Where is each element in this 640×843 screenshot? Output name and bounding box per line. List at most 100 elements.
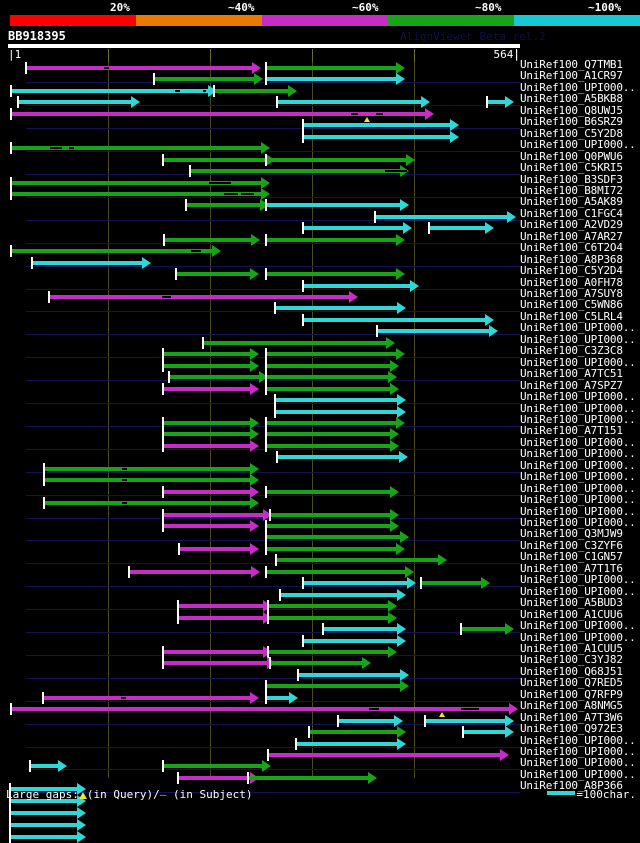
hit-label[interactable]: UniRef100_UPI000.. (520, 619, 636, 633)
hsp-bar[interactable] (162, 359, 259, 372)
hsp-bar[interactable] (302, 222, 412, 235)
hit-label[interactable]: UniRef100_UPI000.. (520, 481, 636, 495)
hsp-bar[interactable] (10, 245, 221, 258)
hit-label[interactable]: UniRef100_C5WN86 (520, 298, 623, 312)
hit-label[interactable]: UniRef100_C5KRI5 (520, 161, 623, 175)
hsp-bar[interactable] (128, 565, 260, 578)
hsp-bar[interactable] (42, 691, 259, 704)
hsp-bar[interactable] (178, 542, 259, 555)
hit-label[interactable]: UniRef100_A1CUU5 (520, 641, 623, 655)
hsp-bar[interactable] (10, 703, 518, 718)
hsp-bar[interactable] (486, 96, 514, 109)
hsp-bar[interactable] (48, 291, 358, 303)
hsp-bar[interactable] (43, 462, 259, 475)
hsp-bar[interactable] (374, 210, 516, 223)
hsp-bar[interactable] (265, 359, 399, 372)
hsp-bar[interactable] (276, 451, 408, 464)
hsp-bar[interactable] (267, 600, 397, 613)
hsp-bar[interactable] (275, 554, 447, 567)
hit-label[interactable]: UniRef100_UPI000.. (520, 447, 636, 461)
hit-label[interactable]: UniRef100_A1CR97 (520, 69, 623, 83)
hsp-bar[interactable] (9, 807, 86, 820)
hit-label[interactable]: UniRef100_Q7RED5 (520, 676, 623, 690)
hsp-bar[interactable] (265, 73, 405, 86)
hsp-bar[interactable] (29, 760, 67, 773)
hsp-bar[interactable] (9, 795, 86, 808)
hsp-bar[interactable] (322, 623, 406, 636)
hsp-bar[interactable] (308, 726, 406, 739)
hsp-bar[interactable] (177, 611, 272, 624)
hsp-bar[interactable] (297, 668, 409, 681)
hsp-bar[interactable] (10, 187, 270, 200)
hit-label[interactable]: UniRef100_Q0PWU6 (520, 149, 623, 163)
hit-label[interactable]: UniRef100_A7SUY8 (520, 287, 623, 300)
hsp-bar[interactable] (177, 771, 259, 784)
hit-label[interactable]: UniRef100_Q8UWJ5 (520, 103, 623, 117)
hsp-bar[interactable] (269, 508, 399, 521)
hit-label[interactable]: UniRef100_UPI000.. (520, 584, 636, 598)
hit-label[interactable]: UniRef100_A7TC51 (520, 367, 623, 381)
hit-label[interactable]: UniRef100_A7AR27 (520, 229, 623, 243)
hit-label[interactable]: UniRef100_A8NMG5 (520, 699, 623, 713)
hsp-bar[interactable] (9, 783, 86, 796)
hit-label[interactable]: UniRef100_C5Y2D8 (520, 126, 623, 140)
hit-label[interactable]: UniRef100_UPI000.. (520, 458, 636, 472)
hsp-bar[interactable] (10, 84, 217, 97)
hsp-bar[interactable] (265, 371, 397, 384)
hsp-bar[interactable] (420, 577, 490, 590)
hit-label[interactable]: UniRef100_C5LRL4 (520, 309, 623, 323)
hit-label[interactable]: UniRef100_Q7RFP9 (520, 687, 623, 701)
hsp-bar[interactable] (460, 623, 514, 636)
hsp-bar[interactable] (265, 416, 405, 429)
hsp-bar[interactable] (43, 497, 259, 510)
hit-label[interactable]: UniRef100_B6SRZ9 (520, 115, 623, 129)
hsp-bar[interactable] (267, 645, 397, 658)
hit-label[interactable]: UniRef100_A5AK89 (520, 195, 623, 209)
hit-label[interactable]: UniRef100_C1FGC4 (520, 206, 623, 220)
hit-label[interactable]: UniRef100_A0FH78 (520, 275, 623, 289)
hit-label[interactable]: UniRef100_UPI000.. (520, 80, 636, 94)
hit-label[interactable]: UniRef100_UPI000.. (520, 630, 636, 644)
hsp-bar[interactable] (162, 416, 259, 429)
hsp-bar[interactable] (302, 130, 459, 143)
hsp-bar[interactable] (279, 588, 406, 601)
hsp-bar[interactable] (247, 771, 377, 784)
hsp-bar[interactable] (276, 96, 430, 109)
hit-label[interactable]: UniRef100_C5Y2D4 (520, 264, 623, 278)
hsp-bar[interactable] (177, 600, 272, 613)
hsp-bar[interactable] (302, 577, 416, 590)
hsp-bar[interactable] (17, 96, 140, 109)
hit-label[interactable]: UniRef100_B8MI72 (520, 183, 623, 197)
hsp-bar[interactable] (424, 714, 514, 727)
hit-label[interactable]: UniRef100_UPI000.. (520, 573, 636, 587)
hit-label[interactable]: UniRef100_UPI000.. (520, 435, 636, 449)
hsp-plot-area[interactable] (0, 62, 520, 843)
hit-label[interactable]: UniRef100_UPI000.. (520, 767, 636, 781)
hsp-bar[interactable] (267, 611, 397, 624)
hsp-bar[interactable] (265, 199, 409, 212)
hsp-bar[interactable] (10, 176, 270, 189)
hsp-bar[interactable] (189, 165, 409, 178)
hsp-bar[interactable] (168, 371, 268, 384)
hsp-bar[interactable] (162, 485, 259, 498)
hit-label[interactable]: UniRef100_UPI000.. (520, 412, 636, 426)
hsp-bar[interactable] (31, 256, 151, 269)
hsp-bar[interactable] (162, 348, 259, 361)
hsp-bar[interactable] (175, 268, 259, 281)
hsp-bar[interactable] (302, 313, 494, 326)
hit-label[interactable]: UniRef100_UPI000.. (520, 321, 636, 335)
hsp-bar[interactable] (265, 680, 409, 693)
hit-label[interactable]: UniRef100_UPI000.. (520, 516, 636, 529)
hit-label[interactable]: UniRef100_A5BKB8 (520, 92, 623, 106)
hit-label[interactable]: UniRef100_UPI000.. (520, 390, 636, 404)
hit-label[interactable]: UniRef100_A1CUU6 (520, 607, 623, 621)
hsp-bar[interactable] (213, 84, 297, 97)
hsp-bar[interactable] (162, 657, 276, 670)
hit-label[interactable]: UniRef100_Q7TMB1 (520, 58, 623, 71)
hit-label[interactable]: UniRef100_A7SPZ7 (520, 378, 623, 392)
hsp-bar[interactable] (274, 302, 406, 315)
hit-label[interactable]: UniRef100_A8P366 (520, 779, 623, 793)
hsp-bar[interactable] (265, 233, 405, 246)
hsp-bar[interactable] (9, 819, 86, 832)
hsp-bar[interactable] (265, 439, 399, 452)
